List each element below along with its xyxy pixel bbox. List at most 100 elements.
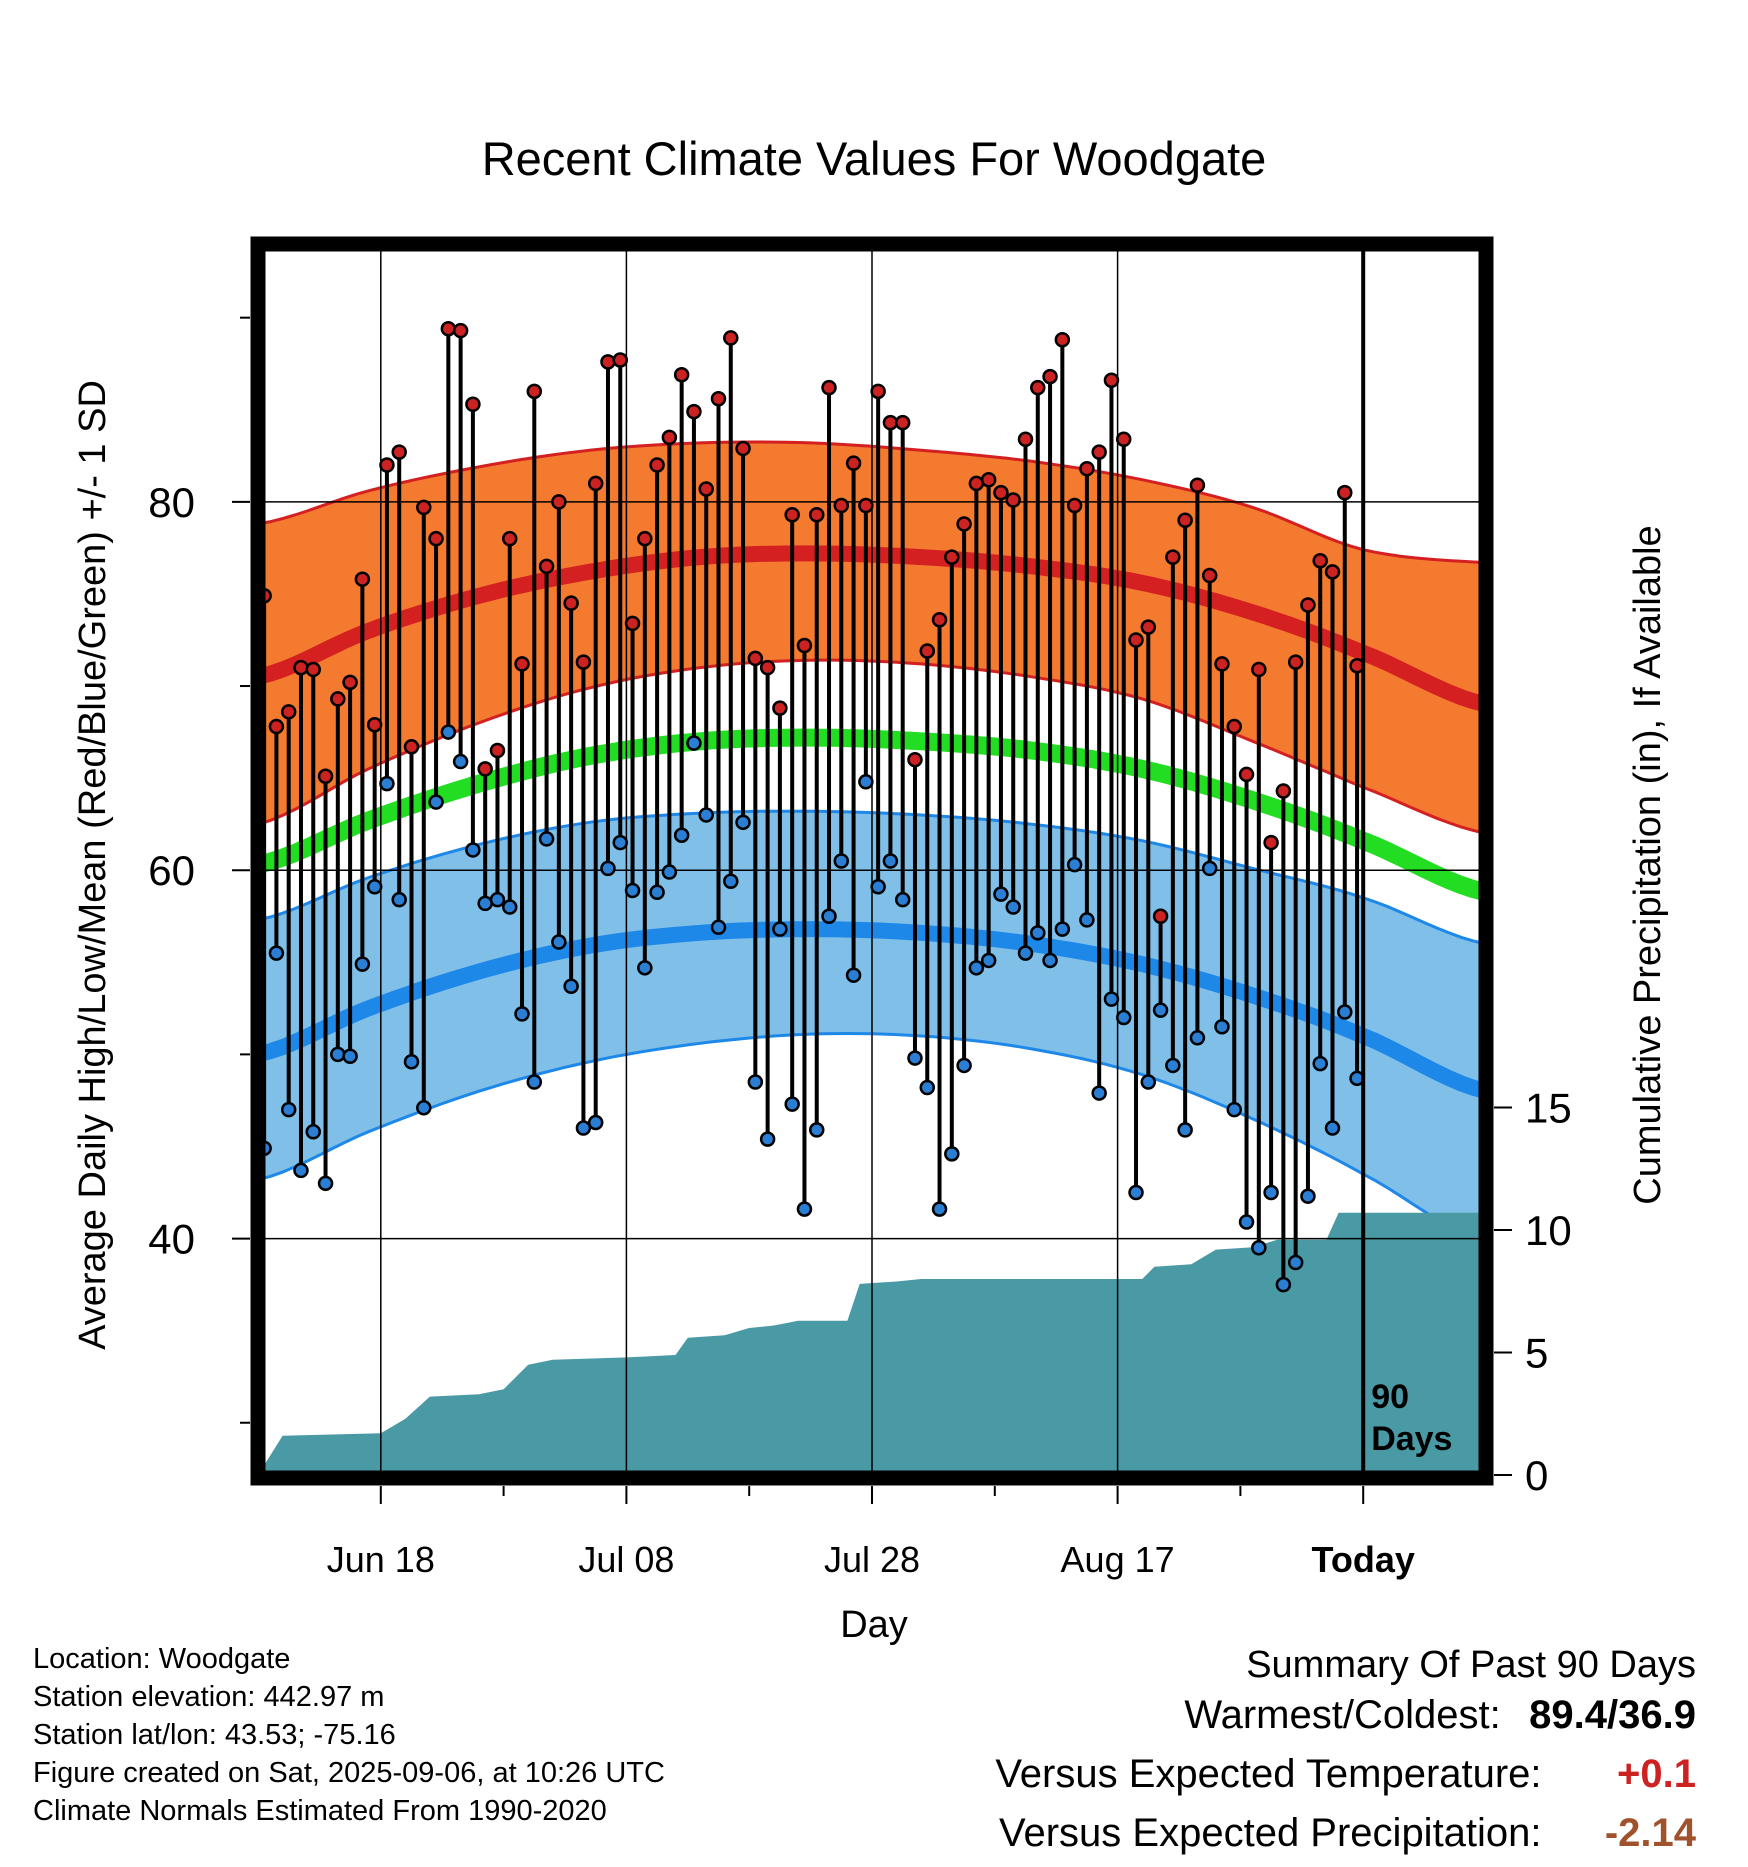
daily-low-point [587,1114,604,1131]
daily-high-point [366,716,383,733]
daily-high-point [563,595,579,611]
daily-high-point [342,674,358,691]
daily-low-point [1263,1184,1279,1201]
daily-high-point [710,390,727,407]
daily-high-point [1005,492,1021,508]
daily-high-point [268,718,285,735]
daily-low-point [784,1096,800,1112]
daily-high-point [1140,619,1157,635]
daily-low-point [1005,899,1021,915]
daily-low-point [624,882,641,899]
daily-low-point [526,1074,543,1090]
summary-title: Summary Of Past 90 Days [1246,1644,1696,1686]
daily-low-point [1042,952,1058,969]
y-tick-label: 40 [148,1216,195,1263]
x-tick-label: Jun 18 [327,1539,435,1580]
daily-high-point [1214,656,1230,672]
daily-high-point [1103,372,1120,389]
daily-low-point [1177,1122,1193,1138]
plot-area: 90 Days 40 60 80 0 5 10 15 Jun 18 Jul 08 Jul 28 Aug … [148,236,1572,1580]
y2-tick-label: 10 [1525,1207,1572,1254]
daily-low-point [428,794,444,810]
daily-high-point [612,352,629,368]
daily-low-point [600,860,616,877]
daily-low-point [268,945,285,961]
daily-low-point [1115,1009,1132,1026]
daily-low-point [808,1122,825,1138]
y2-tick-label: 5 [1525,1330,1548,1377]
y2-axis-label: Cumulative Precipitation (in), If Availa… [1627,525,1669,1204]
daily-high-point [796,637,813,654]
daily-high-point [821,379,837,396]
daily-high-point [416,499,432,516]
daily-low-point [649,884,665,901]
daily-high-point [1054,332,1071,348]
x-tick-label: Jul 28 [824,1539,920,1580]
daily-low-point [1079,912,1095,928]
daily-high-point [980,471,997,488]
daily-high-point [1091,444,1107,460]
y2-tick-label: 0 [1525,1452,1548,1499]
precip-label: Versus Expected Precipitation: [999,1811,1542,1855]
daily-low-point [1054,921,1071,937]
x-tick-label: Aug 17 [1061,1539,1175,1580]
daily-low-point [403,1054,420,1070]
daily-low-point [1201,860,1218,877]
daily-low-point [759,1131,776,1147]
daily-high-point [673,367,690,383]
daily-low-point [1324,1120,1341,1136]
daily-high-point [538,558,555,575]
y-tick-label: 80 [148,479,195,526]
daily-high-point [698,481,714,497]
daily-high-point [354,571,371,587]
daily-high-point [1042,368,1058,385]
daily-high-point [723,330,739,346]
station-info: Location: Woodgate Station elevation: 44… [33,1640,665,1830]
daily-high-point [624,615,641,632]
daily-high-point [858,497,874,514]
y2-tick-label: 15 [1525,1085,1572,1132]
daily-low-point [870,879,886,895]
plot-frame [250,236,1494,1486]
daily-high-point [649,457,665,473]
daily-low-point [452,753,469,770]
warm-cold-value: 89.4/36.9 [1529,1693,1696,1737]
daily-high-point [735,440,751,457]
daily-high-point [968,475,985,492]
daily-high-point [293,659,309,676]
daily-low-point [894,891,911,908]
daily-high-point [280,704,297,720]
daily-low-point [1337,1004,1353,1020]
daily-high-point [317,768,334,785]
precip-value: -2.14 [1604,1811,1696,1855]
daily-high-point [465,396,481,412]
daily-low-point [1103,991,1120,1007]
daily-low-point [735,814,751,831]
daily-low-point [440,724,457,740]
daily-low-point [465,842,481,858]
daily-low-point [379,775,395,792]
daily-high-point [1300,597,1316,613]
daily-low-point [698,807,714,823]
daily-low-point [293,1162,309,1179]
daily-low-point [416,1100,432,1116]
daily-high-point [440,320,457,337]
today-marker-line2: Days [1371,1420,1452,1458]
daily-high-point [944,549,960,565]
daily-low-point [1275,1276,1292,1293]
daily-high-point [1324,564,1341,580]
daily-low-point [538,831,555,847]
today-marker-line1: 90 [1371,1378,1409,1416]
daily-low-point [1251,1240,1267,1256]
daily-low-point [931,1201,948,1217]
daily-high-point [993,484,1009,501]
daily-low-point [944,1146,960,1162]
daily-low-point [1226,1101,1243,1118]
daily-high-point [931,611,948,628]
daily-high-point [686,403,702,420]
daily-low-point [723,873,739,890]
daily-high-point [305,661,322,678]
daily-high-point [870,383,886,400]
daily-high-point [1226,718,1243,735]
daily-low-point [330,1046,346,1063]
